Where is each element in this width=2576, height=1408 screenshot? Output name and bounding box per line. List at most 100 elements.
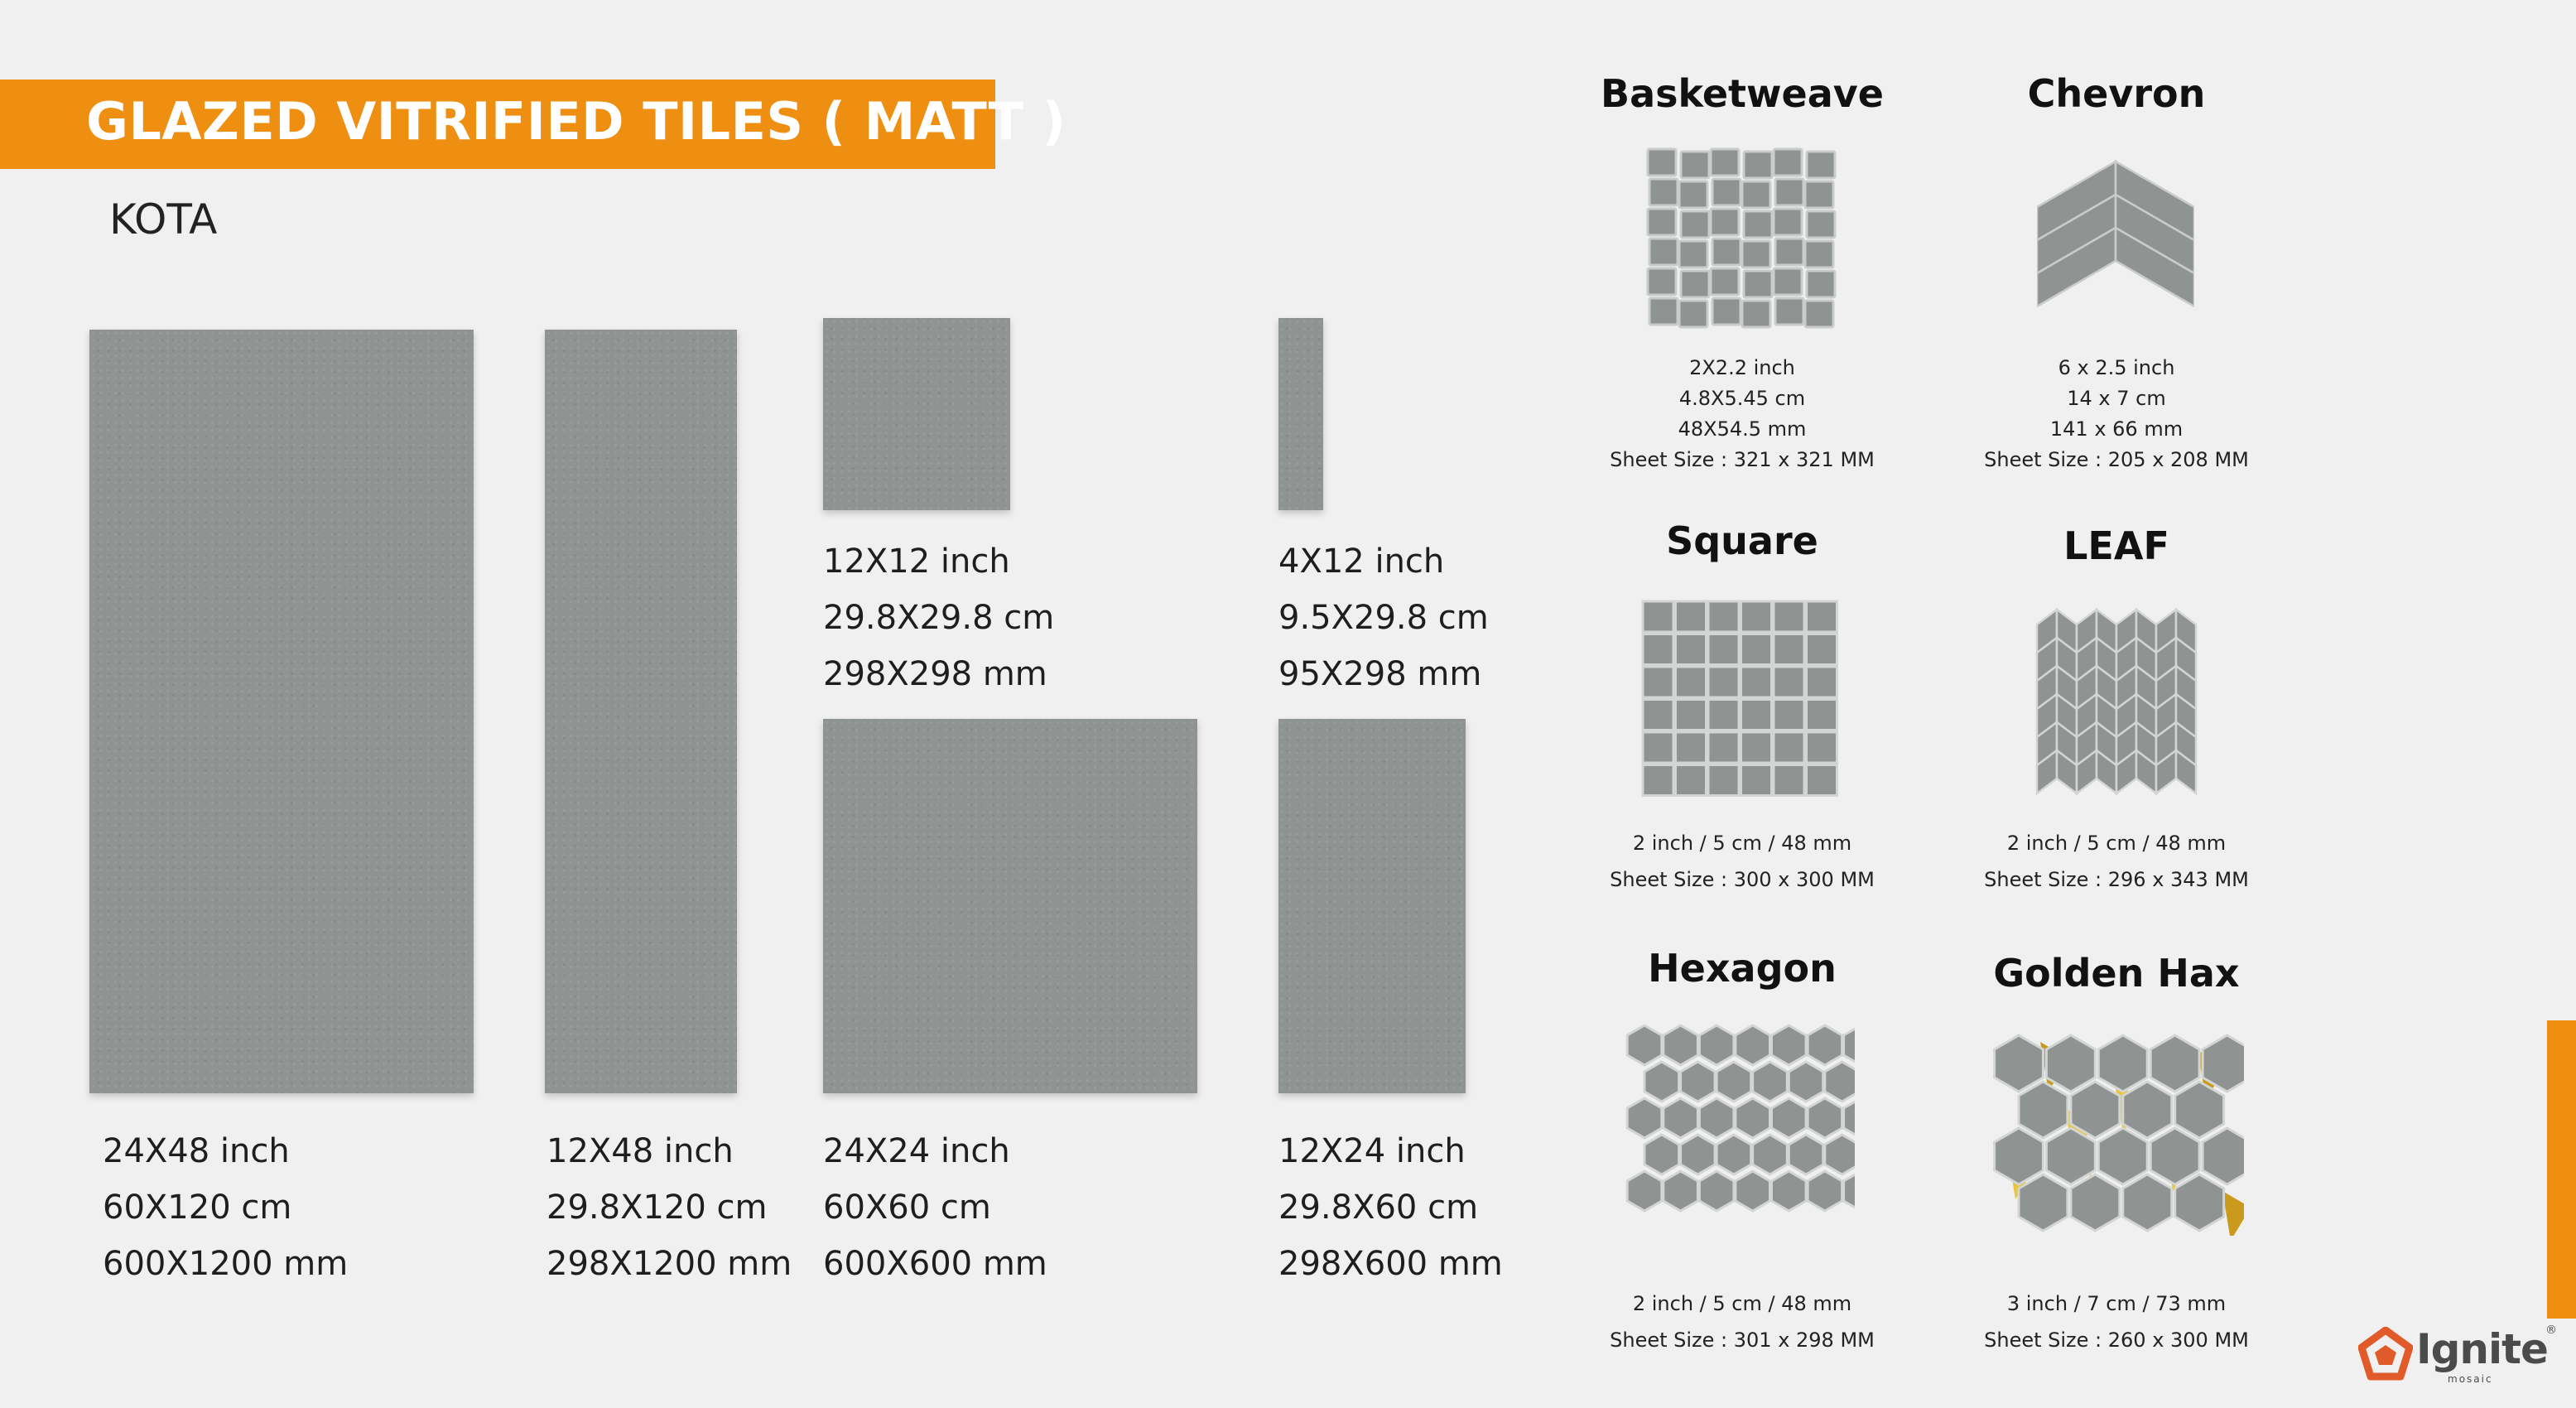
- mosaic-chip: [1707, 600, 1741, 634]
- brand-name: Ignite: [2416, 1325, 2549, 1373]
- mosaic-image-square: [1641, 600, 1838, 797]
- mosaic-chip: [1772, 207, 1803, 237]
- registered-mark: ®: [2545, 1324, 2557, 1337]
- mosaic-chip: [1679, 1060, 1717, 1103]
- spec-line: 2 inch / 5 cm / 48 mm: [1632, 832, 1852, 855]
- mosaic-image-golden-hax: [1993, 1034, 2244, 1236]
- mosaic-chip: [1774, 237, 1805, 267]
- spec-cm: 60X60 cm: [823, 1189, 991, 1227]
- mosaic-chip: [1787, 1133, 1825, 1176]
- tile-swatch-4x12: [1278, 318, 1323, 510]
- mosaic-title-leaf: LEAF: [2063, 523, 2169, 568]
- spec-line: 14 x 7 cm: [2067, 387, 2166, 410]
- mosaic-chip: [1741, 299, 1772, 329]
- mosaic-chip: [1648, 297, 1679, 326]
- spec-mm: 298X298 mm: [823, 655, 1047, 693]
- brand-logo: Ignite mosaic ®: [2358, 1324, 2557, 1390]
- tile-spec-4x12: 4X12 inch 9.5X29.8 cm 95X298 mm: [1278, 533, 1489, 702]
- mosaic-chip: [1842, 1173, 1855, 1209]
- mosaic-chip: [1674, 665, 1707, 699]
- mosaic-chip: [1678, 299, 1709, 329]
- spec-inch: 24X48 inch: [103, 1132, 290, 1170]
- spec-cm: 29.8X120 cm: [546, 1189, 768, 1227]
- mosaic-chip: [1641, 633, 1675, 666]
- mosaic-chip: [2121, 1173, 2174, 1232]
- mosaic-chip: [1772, 764, 1806, 797]
- spec-line: 3 inch / 7 cm / 73 mm: [2006, 1292, 2227, 1315]
- mosaic-chip: [1770, 1097, 1808, 1140]
- mosaic-chip: [2069, 1173, 2121, 1232]
- mosaic-chip: [1674, 600, 1707, 634]
- mosaic-spec-leaf: 2 inch / 5 cm / 48 mm Sheet Size : 296 x…: [1943, 825, 2290, 898]
- mosaic-chip: [1805, 731, 1838, 764]
- sheet-size: Sheet Size : 260 x 300 MM: [1984, 1328, 2249, 1352]
- mosaic-chip: [2044, 1034, 2097, 1093]
- mosaic-chip: [1774, 297, 1805, 326]
- mosaic-chip: [1679, 150, 1711, 180]
- spec-line: 2 inch / 5 cm / 48 mm: [1632, 1292, 1852, 1315]
- tile-spec-12x12: 12X12 inch 29.8X29.8 cm 298X298 mm: [823, 533, 1054, 702]
- mosaic-image-hexagon: [1625, 1024, 1855, 1213]
- title-banner: GLAZED VITRIFIED TILES ( MATT ): [0, 80, 1066, 169]
- mosaic-chip: [1697, 1097, 1736, 1140]
- spec-mm: 95X298 mm: [1278, 655, 1482, 693]
- brand-sub: mosaic: [2448, 1373, 2493, 1385]
- tile-spec-24x24: 24X24 inch 60X60 cm 600X600 mm: [823, 1123, 1047, 1292]
- mosaic-chip: [2044, 1126, 2097, 1186]
- sheet-size: Sheet Size : 296 x 343 MM: [1984, 868, 2249, 891]
- mosaic-spec-golden-hax: 3 inch / 7 cm / 73 mm Sheet Size : 260 x…: [1943, 1285, 2290, 1358]
- mosaic-chip: [2222, 1191, 2244, 1236]
- spec-mm: 600X600 mm: [823, 1245, 1047, 1283]
- mosaic-title-basketweave: Basketweave: [1601, 71, 1884, 116]
- mosaic-chip: [1707, 698, 1741, 731]
- mosaic-chip: [1740, 600, 1773, 634]
- mosaic-chip: [1772, 267, 1803, 297]
- sheet-size: Sheet Size : 301 x 298 MM: [1610, 1328, 1875, 1352]
- mosaic-chip: [1740, 633, 1773, 666]
- mosaic-chip: [2149, 1034, 2201, 1093]
- collection-name: KOTA: [109, 195, 218, 244]
- mosaic-chip: [1806, 1169, 1844, 1213]
- mosaic-chip: [1770, 1169, 1808, 1213]
- mosaic-chip: [1751, 1060, 1789, 1103]
- mosaic-chip: [1805, 665, 1838, 699]
- mosaic-chip: [1803, 299, 1835, 329]
- mosaic-chip: [1679, 269, 1711, 299]
- mosaic-chip: [1711, 237, 1742, 267]
- mosaic-chip: [1734, 1097, 1771, 1140]
- mosaic-chip: [1842, 1100, 1855, 1136]
- mosaic-chip: [1823, 1060, 1855, 1103]
- mosaic-chip: [1806, 1097, 1844, 1140]
- mosaic-chip: [2121, 1080, 2174, 1140]
- mosaic-chip: [1646, 147, 1678, 177]
- mosaic-chip: [1770, 1024, 1808, 1067]
- spec-line: 141 x 66 mm: [2049, 417, 2184, 441]
- spec-mm: 298X1200 mm: [546, 1245, 792, 1283]
- mosaic-title-chevron: Chevron: [2027, 71, 2206, 116]
- tile-swatch-24x48: [89, 330, 474, 1093]
- mosaic-chip: [1697, 1024, 1736, 1067]
- spec-inch: 12X12 inch: [823, 542, 1010, 581]
- spec-line: 2 inch / 5 cm / 48 mm: [2006, 832, 2227, 855]
- mosaic-chip: [1679, 1133, 1717, 1176]
- mosaic-spec-chevron: 6 x 2.5 inch 14 x 7 cm 141 x 66 mm Sheet…: [1943, 353, 2290, 475]
- spec-line: 48X54.5 mm: [1678, 417, 1807, 441]
- mosaic-chip: [1772, 633, 1806, 666]
- mosaic-spec-hexagon: 2 inch / 5 cm / 48 mm Sheet Size : 301 x…: [1568, 1285, 1916, 1358]
- mosaic-chip: [1709, 147, 1741, 177]
- spec-cm: 9.5X29.8 cm: [1278, 599, 1489, 637]
- mosaic-image-leaf: [2035, 607, 2198, 795]
- mosaic-chip: [1803, 239, 1835, 269]
- mosaic-chip: [1842, 1027, 1855, 1063]
- tile-swatch-12x24: [1278, 719, 1466, 1093]
- mosaic-chip: [1641, 600, 1675, 634]
- mosaic-chip: [1772, 600, 1806, 634]
- accent-bar: [2547, 1020, 2576, 1319]
- mosaic-chip: [1662, 1097, 1699, 1140]
- mosaic-chip: [2201, 1034, 2244, 1093]
- mosaic-chip: [1641, 698, 1675, 731]
- mosaic-chip: [1697, 1169, 1736, 1213]
- mosaic-chip: [2069, 1080, 2121, 1140]
- sheet-size: Sheet Size : 300 x 300 MM: [1610, 868, 1875, 891]
- mosaic-chip: [1662, 1024, 1699, 1067]
